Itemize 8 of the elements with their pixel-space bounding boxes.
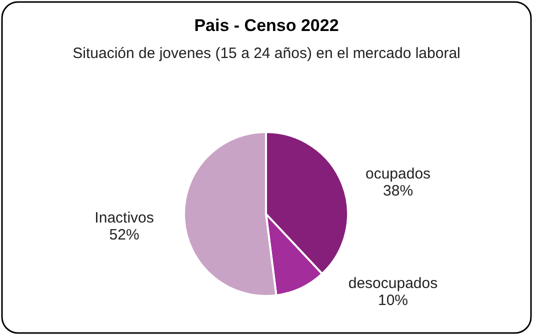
chart-subtitle: Situación de jovenes (15 a 24 años) en el mercado laboral [72, 45, 460, 62]
chart-title: Pais - Censo 2022 [194, 16, 339, 35]
data-label: 38% [383, 182, 414, 200]
slice-label: Inactivos [94, 209, 154, 226]
slice-label: desocupados [348, 275, 438, 292]
data-label: 52% [109, 226, 140, 244]
slice-label: ocupados [365, 165, 431, 182]
data-label: 10% [378, 292, 408, 309]
